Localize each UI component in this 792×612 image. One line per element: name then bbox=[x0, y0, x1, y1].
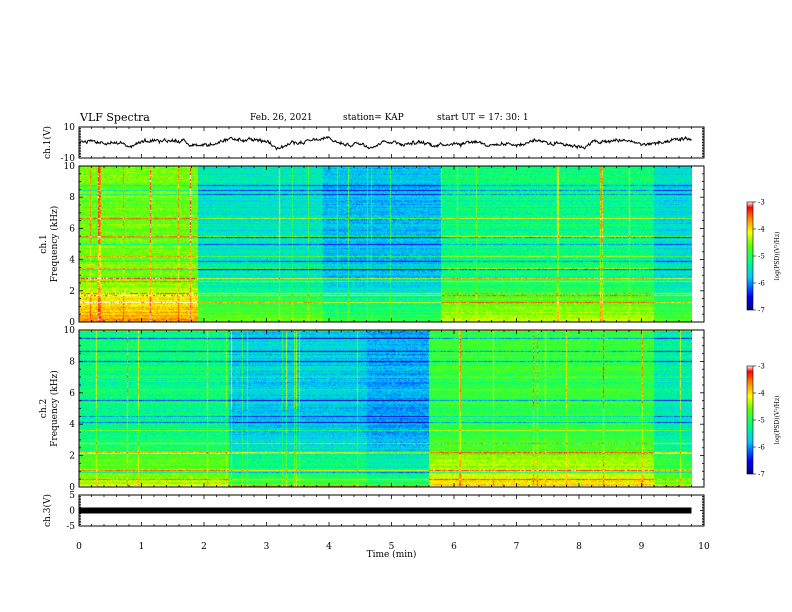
y-tick-label: 10 bbox=[64, 123, 76, 133]
date-label: Feb. 26, 2021 bbox=[250, 113, 313, 123]
y-tick-label: -5 bbox=[66, 522, 75, 532]
y-axis-label-2: ch.1 bbox=[39, 234, 49, 253]
y-tick-label: 4 bbox=[69, 420, 75, 430]
colorbar-label: log(PSD)(V²/Hz) bbox=[774, 232, 781, 281]
colorbar-tick-label: -7 bbox=[758, 307, 765, 315]
y-tick-label: 10 bbox=[64, 162, 76, 172]
ch3-trace bbox=[78, 507, 692, 514]
ch1-trace bbox=[78, 135, 692, 151]
y-tick-label: 8 bbox=[69, 357, 75, 367]
x-tick-label: 1 bbox=[139, 542, 145, 552]
colorbar-tick-label: -3 bbox=[758, 363, 765, 371]
x-tick-label: 3 bbox=[264, 542, 270, 552]
y-tick-label: 5 bbox=[69, 491, 75, 501]
y-axis-label-2: Frequency (kHz) bbox=[49, 206, 60, 283]
colorbar-tick-label: -7 bbox=[758, 471, 765, 479]
colorbar-tick-label: -6 bbox=[758, 444, 765, 452]
x-tick-label: 9 bbox=[639, 542, 645, 552]
y-axis-label-1: ch.1(V) bbox=[42, 126, 53, 159]
y-tick-label: -10 bbox=[61, 154, 76, 164]
y-tick-label: 8 bbox=[69, 193, 75, 203]
y-tick-label: 0 bbox=[69, 483, 75, 493]
spectrogram-ch1 bbox=[79, 166, 692, 322]
figure-title: VLF Spectra bbox=[80, 111, 150, 124]
x-tick-label: 0 bbox=[76, 542, 82, 552]
x-tick-label: 4 bbox=[326, 542, 332, 552]
spectrogram-ch2 bbox=[79, 330, 692, 487]
y-tick-label: 2 bbox=[69, 287, 75, 297]
colorbar-tick-label: -4 bbox=[758, 226, 765, 234]
x-tick-label: 6 bbox=[451, 542, 457, 552]
x-tick-label: 8 bbox=[576, 542, 582, 552]
plot-layer: 10-100246810024681050-5-3-4-5-6-7log(PSD… bbox=[39, 123, 781, 560]
x-tick-label: 7 bbox=[514, 542, 520, 552]
y-axis-label-4: ch.3(V) bbox=[42, 494, 53, 527]
y-tick-label: 0 bbox=[69, 507, 75, 517]
x-tick-label: 5 bbox=[389, 542, 395, 552]
colorbar-tick-label: -3 bbox=[758, 199, 765, 207]
colorbar-ch1 bbox=[746, 201, 754, 311]
start-time-label: start UT = 17: 30: 1 bbox=[437, 113, 529, 123]
y-tick-label: 2 bbox=[69, 452, 75, 462]
y-axis-label-3: ch.2 bbox=[39, 399, 49, 418]
colorbar-tick-label: -5 bbox=[758, 253, 765, 261]
y-tick-label: 6 bbox=[69, 389, 75, 399]
x-tick-label: 10 bbox=[698, 542, 710, 552]
panel-frame-1 bbox=[78, 126, 705, 159]
y-tick-label: 0 bbox=[69, 318, 75, 328]
colorbar-label: log(PSD)(V²/Hz) bbox=[774, 396, 781, 445]
colorbar-tick-label: -5 bbox=[758, 417, 765, 425]
y-tick-label: 4 bbox=[69, 256, 75, 266]
x-tick-label: 2 bbox=[201, 542, 207, 552]
colorbar-tick-label: -4 bbox=[758, 390, 765, 398]
colorbar-tick-label: -6 bbox=[758, 280, 765, 288]
y-tick-label: 6 bbox=[69, 224, 75, 234]
x-axis-label: Time (min) bbox=[367, 549, 417, 560]
y-axis-label-3: Frequency (kHz) bbox=[49, 370, 60, 447]
station-label: station= KAP bbox=[343, 113, 404, 123]
y-tick-label: 10 bbox=[64, 326, 76, 336]
colorbar-ch2 bbox=[746, 365, 754, 475]
